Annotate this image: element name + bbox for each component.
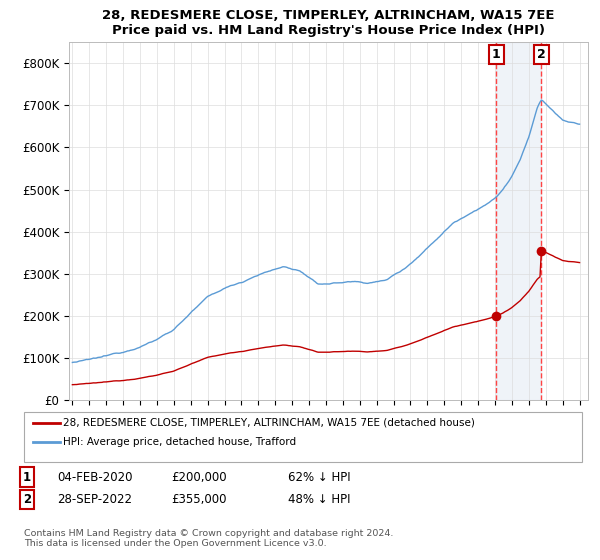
Text: 2: 2 [537,48,545,61]
Text: 48% ↓ HPI: 48% ↓ HPI [288,493,350,506]
Text: £355,000: £355,000 [171,493,227,506]
Text: HPI: Average price, detached house, Trafford: HPI: Average price, detached house, Traf… [63,437,296,447]
Text: £200,000: £200,000 [171,470,227,484]
Text: 28-SEP-2022: 28-SEP-2022 [57,493,132,506]
Text: 1: 1 [23,470,31,484]
Title: 28, REDESMERE CLOSE, TIMPERLEY, ALTRINCHAM, WA15 7EE
Price paid vs. HM Land Regi: 28, REDESMERE CLOSE, TIMPERLEY, ALTRINCH… [102,8,555,36]
Text: 62% ↓ HPI: 62% ↓ HPI [288,470,350,484]
Text: 04-FEB-2020: 04-FEB-2020 [57,470,133,484]
Bar [496,42,541,400]
Text: 28, REDESMERE CLOSE, TIMPERLEY, ALTRINCHAM, WA15 7EE (detached house): 28, REDESMERE CLOSE, TIMPERLEY, ALTRINCH… [63,418,475,428]
Text: Contains HM Land Registry data © Crown copyright and database right 2024.
This d: Contains HM Land Registry data © Crown c… [24,529,394,548]
Text: 1: 1 [492,48,501,61]
Text: 2: 2 [23,493,31,506]
